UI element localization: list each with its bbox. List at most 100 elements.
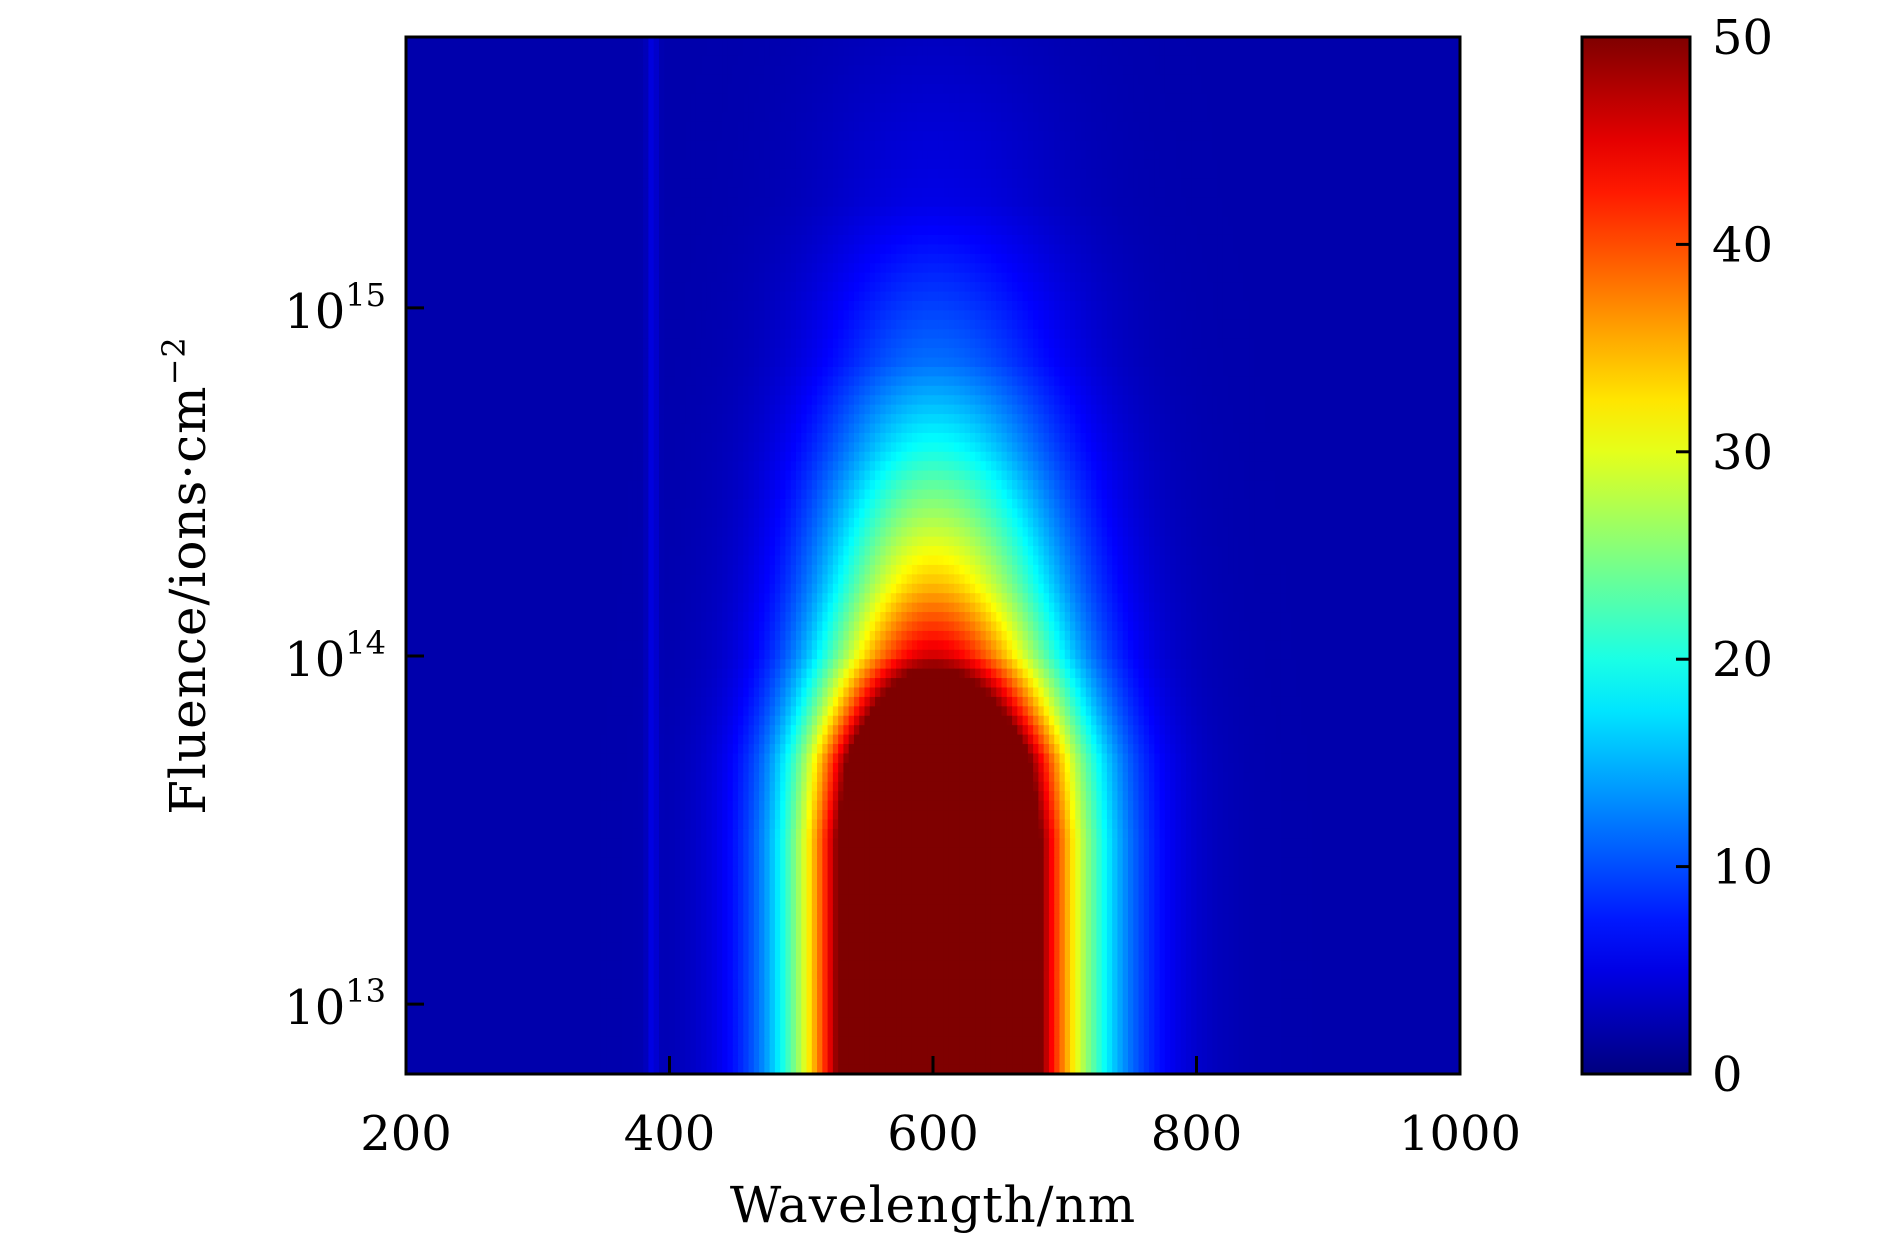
- heatmap-cell: [1428, 216, 1435, 227]
- heatmap-cell: [817, 159, 823, 170]
- heatmap-cell: [1133, 140, 1140, 151]
- heatmap-cell: [1417, 131, 1424, 142]
- heatmap-cell: [1333, 37, 1340, 48]
- heatmap-cell: [832, 244, 839, 255]
- heatmap-cell: [1259, 65, 1266, 76]
- heatmap-cell: [832, 216, 839, 227]
- heatmap-cell: [985, 253, 992, 264]
- heatmap-cell: [548, 197, 555, 208]
- heatmap-cell: [753, 159, 760, 170]
- heatmap-cell: [896, 150, 902, 161]
- heatmap-cell: [590, 121, 597, 132]
- heatmap-cell: [817, 37, 823, 48]
- heatmap-cell: [811, 93, 818, 104]
- heatmap-cell: [474, 159, 481, 170]
- heatmap-cell: [927, 93, 934, 104]
- heatmap-cell: [1085, 65, 1092, 76]
- heatmap-cell: [653, 244, 660, 255]
- heatmap-cell: [964, 197, 971, 208]
- heatmap-cell: [427, 159, 433, 170]
- heatmap-cell: [1391, 65, 1398, 76]
- heatmap-cell: [453, 102, 460, 114]
- heatmap-cell: [411, 74, 418, 85]
- heatmap-cell: [990, 244, 997, 255]
- heatmap-cell: [1127, 234, 1134, 245]
- heatmap-cell: [1317, 65, 1324, 76]
- heatmap-cell: [1380, 121, 1387, 132]
- heatmap-cell: [748, 178, 755, 189]
- heatmap-cell: [469, 102, 476, 114]
- heatmap-cell: [780, 253, 787, 264]
- heatmap-cell: [822, 253, 829, 264]
- heatmap-cell: [1375, 84, 1382, 95]
- heatmap-cell: [1175, 244, 1182, 255]
- heatmap-cell: [785, 150, 792, 161]
- heatmap-cell: [1444, 168, 1451, 180]
- heatmap-cell: [822, 102, 829, 114]
- heatmap-cell: [500, 37, 507, 48]
- heatmap-cell: [1112, 65, 1119, 76]
- heatmap-cell: [769, 216, 776, 227]
- heatmap-cell: [1322, 102, 1329, 114]
- heatmap-cell: [448, 159, 455, 170]
- heatmap-cell: [938, 46, 945, 57]
- heatmap-cell: [1433, 102, 1440, 114]
- heatmap-cell: [1064, 93, 1071, 104]
- heatmap-cell: [1402, 74, 1408, 85]
- heatmap-cell: [416, 93, 423, 104]
- heatmap-cell: [643, 102, 650, 114]
- heatmap-cell: [885, 37, 892, 48]
- heatmap-cell: [832, 150, 839, 161]
- heatmap-cell: [1402, 93, 1408, 104]
- heatmap-cell: [790, 187, 797, 198]
- heatmap-cell: [711, 65, 718, 76]
- heatmap-cell: [695, 216, 702, 227]
- heatmap-cell: [996, 131, 1003, 142]
- heatmap-cell: [695, 121, 702, 132]
- heatmap-cell: [706, 121, 713, 132]
- heatmap-cell: [453, 121, 460, 132]
- heatmap-cell: [885, 131, 892, 142]
- heatmap-cell: [969, 178, 976, 189]
- heatmap-cell: [1317, 178, 1324, 189]
- heatmap-cell: [1075, 234, 1082, 245]
- heatmap-cell: [843, 84, 850, 95]
- heatmap-cell: [485, 253, 491, 264]
- heatmap-cell: [1101, 65, 1108, 76]
- heatmap-cell: [416, 131, 423, 142]
- heatmap-cell: [495, 197, 502, 208]
- heatmap-cell: [469, 206, 476, 217]
- heatmap-cell: [1280, 206, 1287, 217]
- heatmap-cell: [411, 37, 418, 48]
- heatmap-cell: [1407, 187, 1414, 198]
- heatmap-cell: [569, 131, 576, 142]
- heatmap-cell: [458, 46, 465, 57]
- heatmap-cell: [1275, 102, 1282, 114]
- heatmap-cell: [1170, 140, 1177, 151]
- heatmap-cell: [911, 55, 918, 66]
- heatmap-cell: [463, 37, 470, 48]
- heatmap-cell: [558, 234, 565, 245]
- heatmap-cell: [1185, 140, 1192, 151]
- heatmap-cell: [495, 159, 502, 170]
- heatmap-cell: [1449, 253, 1456, 264]
- heatmap-cell: [532, 159, 539, 170]
- heatmap-cell: [511, 206, 518, 217]
- heatmap-cell: [1054, 65, 1061, 76]
- heatmap-cell: [795, 93, 802, 104]
- heatmap-cell: [1175, 225, 1182, 236]
- heatmap-cell: [432, 178, 439, 189]
- heatmap-cell: [1333, 93, 1340, 104]
- heatmap-cell: [1054, 37, 1061, 48]
- heatmap-cell: [911, 93, 918, 104]
- heatmap-cell: [722, 159, 729, 170]
- heatmap-cell: [1375, 93, 1382, 104]
- heatmap-cell: [1006, 46, 1013, 57]
- heatmap-cell: [474, 253, 481, 264]
- heatmap-cell: [985, 216, 992, 227]
- heatmap-cell: [669, 131, 676, 142]
- heatmap-cell: [1402, 206, 1408, 217]
- heatmap-cell: [1070, 168, 1076, 180]
- heatmap-cell: [1412, 234, 1419, 245]
- heatmap-cell: [1149, 178, 1155, 189]
